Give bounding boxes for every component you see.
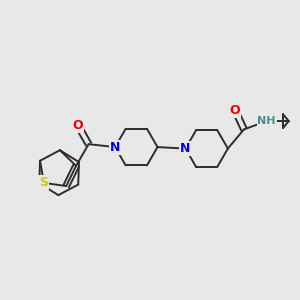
Text: O: O [230, 104, 240, 117]
Text: S: S [40, 176, 49, 189]
Text: NH: NH [257, 116, 276, 126]
Text: O: O [72, 118, 83, 131]
Text: N: N [180, 142, 191, 155]
Text: N: N [110, 141, 120, 154]
